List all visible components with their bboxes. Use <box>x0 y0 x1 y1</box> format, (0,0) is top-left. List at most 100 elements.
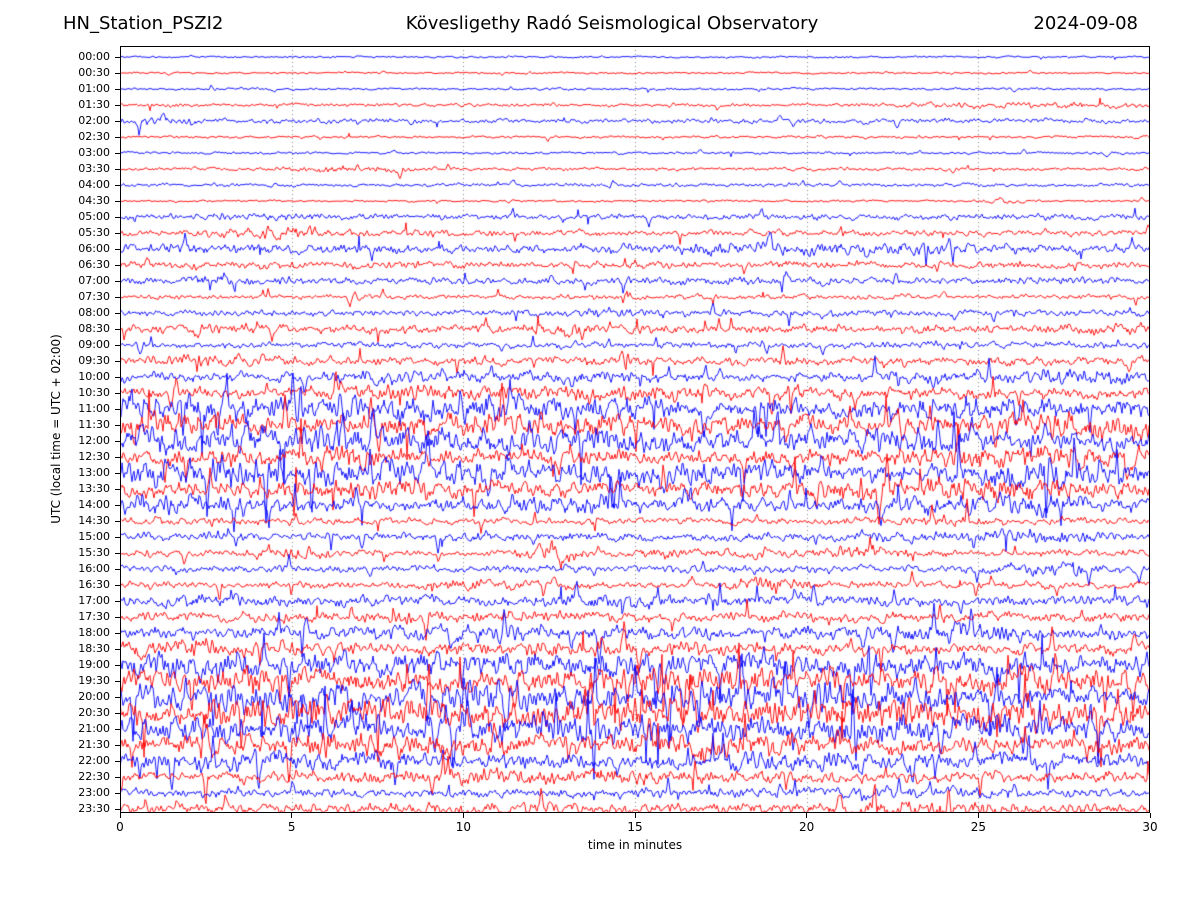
y-tick-mark <box>115 73 120 74</box>
y-tick-label: 08:00 <box>78 306 110 319</box>
x-tick-mark <box>291 813 293 818</box>
y-tick-mark <box>115 249 120 250</box>
x-tick-label: 20 <box>799 820 815 834</box>
y-tick-mark <box>115 809 120 810</box>
x-tick-label: 0 <box>116 820 124 834</box>
y-tick-label: 09:30 <box>78 354 110 367</box>
y-tick-mark <box>115 761 120 762</box>
y-tick-mark <box>115 361 120 362</box>
y-tick-mark <box>115 89 120 90</box>
x-tick-mark <box>462 813 464 818</box>
y-tick-mark <box>115 329 120 330</box>
y-tick-label: 18:00 <box>78 626 110 639</box>
x-tick-mark <box>119 813 121 818</box>
y-tick-mark <box>115 57 120 58</box>
y-tick-label: 14:00 <box>78 498 110 511</box>
y-tick-mark <box>115 665 120 666</box>
y-tick-label: 13:30 <box>78 482 110 495</box>
y-tick-mark <box>115 441 120 442</box>
y-tick-label: 06:30 <box>78 258 110 271</box>
y-tick-mark <box>115 713 120 714</box>
y-tick-label: 20:00 <box>78 690 110 703</box>
y-tick-label: 02:30 <box>78 130 110 143</box>
y-tick-mark <box>115 521 120 522</box>
y-tick-mark <box>115 297 120 298</box>
y-tick-mark <box>115 233 120 234</box>
y-tick-label: 05:30 <box>78 226 110 239</box>
y-tick-label: 00:00 <box>78 50 110 63</box>
x-tick-label: 25 <box>970 820 986 834</box>
y-tick-mark <box>115 201 120 202</box>
y-tick-label: 13:00 <box>78 466 110 479</box>
y-tick-mark <box>115 633 120 634</box>
y-tick-mark <box>115 777 120 778</box>
y-tick-mark <box>115 473 120 474</box>
y-tick-label: 06:00 <box>78 242 110 255</box>
y-tick-mark <box>115 553 120 554</box>
x-tick-mark <box>1149 813 1151 818</box>
y-tick-label: 18:30 <box>78 642 110 655</box>
y-tick-mark <box>115 489 120 490</box>
x-tick-mark <box>977 813 979 818</box>
y-tick-label: 16:00 <box>78 562 110 575</box>
y-tick-label: 11:00 <box>78 402 110 415</box>
x-tick-label: 5 <box>287 820 296 834</box>
y-tick-label: 21:30 <box>78 738 110 751</box>
x-tick-label: 10 <box>455 820 471 834</box>
y-tick-mark <box>115 649 120 650</box>
y-tick-mark <box>115 153 120 154</box>
y-tick-label: 19:30 <box>78 674 110 687</box>
x-tick-mark <box>634 813 636 818</box>
y-tick-mark <box>115 377 120 378</box>
x-tick-mark <box>806 813 808 818</box>
y-tick-mark <box>115 601 120 602</box>
y-tick-label: 01:00 <box>78 82 110 95</box>
y-tick-mark <box>115 265 120 266</box>
y-tick-mark <box>115 105 120 106</box>
y-tick-label: 02:00 <box>78 114 110 127</box>
y-tick-label: 03:00 <box>78 146 110 159</box>
y-tick-mark <box>115 537 120 538</box>
y-tick-label: 23:30 <box>78 802 110 815</box>
y-tick-label: 10:30 <box>78 386 110 399</box>
y-tick-label: 10:00 <box>78 370 110 383</box>
y-tick-mark <box>115 697 120 698</box>
y-tick-mark <box>115 745 120 746</box>
y-tick-label: 05:00 <box>78 210 110 223</box>
y-tick-label: 21:00 <box>78 722 110 735</box>
y-tick-mark <box>115 185 120 186</box>
y-tick-mark <box>115 793 120 794</box>
y-tick-mark <box>115 217 120 218</box>
y-tick-label: 22:00 <box>78 754 110 767</box>
y-tick-label: 12:00 <box>78 434 110 447</box>
y-tick-label: 01:30 <box>78 98 110 111</box>
y-tick-label: 17:00 <box>78 594 110 607</box>
y-tick-mark <box>115 169 120 170</box>
y-tick-mark <box>115 393 120 394</box>
y-tick-label: 00:30 <box>78 66 110 79</box>
y-tick-mark <box>115 313 120 314</box>
x-axis-label: time in minutes <box>587 838 683 852</box>
y-tick-label: 14:30 <box>78 514 110 527</box>
y-tick-label: 08:30 <box>78 322 110 335</box>
y-tick-label: 04:30 <box>78 194 110 207</box>
y-tick-label: 11:30 <box>78 418 110 431</box>
y-axis-label: UTC (local time = UTC + 02:00) <box>49 334 63 524</box>
y-tick-label: 17:30 <box>78 610 110 623</box>
y-tick-label: 22:30 <box>78 770 110 783</box>
y-tick-label: 09:00 <box>78 338 110 351</box>
y-tick-mark <box>115 345 120 346</box>
y-tick-label: 07:30 <box>78 290 110 303</box>
y-tick-label: 07:00 <box>78 274 110 287</box>
y-tick-mark <box>115 617 120 618</box>
y-tick-mark <box>115 137 120 138</box>
date-title: 2024-09-08 <box>1033 13 1138 34</box>
y-tick-label: 23:00 <box>78 786 110 799</box>
y-tick-label: 15:00 <box>78 530 110 543</box>
y-tick-mark <box>115 505 120 506</box>
y-tick-label: 12:30 <box>78 450 110 463</box>
y-tick-mark <box>115 409 120 410</box>
y-tick-label: 04:00 <box>78 178 110 191</box>
y-tick-label: 16:30 <box>78 578 110 591</box>
